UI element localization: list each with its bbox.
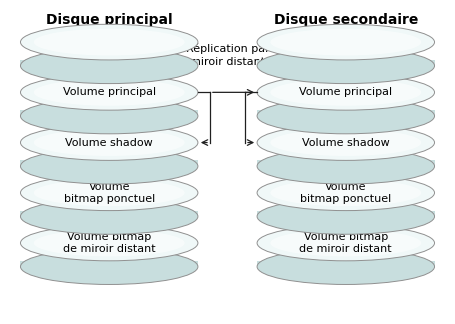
Ellipse shape [34, 129, 185, 156]
Polygon shape [257, 211, 435, 216]
Ellipse shape [20, 48, 198, 84]
Polygon shape [20, 110, 198, 116]
Polygon shape [20, 261, 198, 267]
Polygon shape [20, 211, 198, 216]
Ellipse shape [257, 225, 435, 261]
Ellipse shape [20, 225, 198, 261]
Polygon shape [20, 160, 198, 166]
Text: Disque secondaire: Disque secondaire [273, 13, 418, 27]
Polygon shape [20, 60, 198, 66]
Polygon shape [257, 60, 435, 66]
Text: Volume
bitmap ponctuel: Volume bitmap ponctuel [300, 181, 391, 204]
Ellipse shape [20, 24, 198, 60]
Text: Volume bitmap
de miroir distant: Volume bitmap de miroir distant [63, 232, 156, 254]
Ellipse shape [257, 24, 435, 60]
Ellipse shape [20, 199, 198, 234]
Text: Volume principal: Volume principal [63, 87, 156, 97]
Ellipse shape [34, 230, 185, 256]
Polygon shape [257, 261, 435, 267]
Ellipse shape [257, 125, 435, 160]
Text: Volume principal: Volume principal [299, 87, 392, 97]
Ellipse shape [257, 75, 435, 110]
Ellipse shape [20, 175, 198, 211]
Ellipse shape [270, 29, 421, 55]
Ellipse shape [34, 79, 185, 106]
Ellipse shape [20, 75, 198, 110]
Ellipse shape [20, 148, 198, 184]
Ellipse shape [257, 48, 435, 84]
Ellipse shape [270, 79, 421, 106]
Ellipse shape [20, 125, 198, 160]
Ellipse shape [257, 148, 435, 184]
Text: Volume shadow: Volume shadow [302, 138, 389, 147]
Text: Réplication par
miroir distant: Réplication par miroir distant [186, 44, 269, 66]
Ellipse shape [257, 249, 435, 284]
Ellipse shape [270, 230, 421, 256]
Ellipse shape [20, 249, 198, 284]
Ellipse shape [270, 179, 421, 206]
Text: Volume bitmap
de miroir distant: Volume bitmap de miroir distant [299, 232, 392, 254]
Polygon shape [257, 110, 435, 116]
Ellipse shape [20, 98, 198, 134]
Ellipse shape [34, 179, 185, 206]
Ellipse shape [270, 129, 421, 156]
Text: Volume
bitmap ponctuel: Volume bitmap ponctuel [64, 181, 155, 204]
Ellipse shape [257, 199, 435, 234]
Text: Disque principal: Disque principal [46, 13, 172, 27]
Text: Volume shadow: Volume shadow [66, 138, 153, 147]
Ellipse shape [257, 175, 435, 211]
Polygon shape [257, 160, 435, 166]
Ellipse shape [34, 29, 185, 55]
Ellipse shape [257, 98, 435, 134]
